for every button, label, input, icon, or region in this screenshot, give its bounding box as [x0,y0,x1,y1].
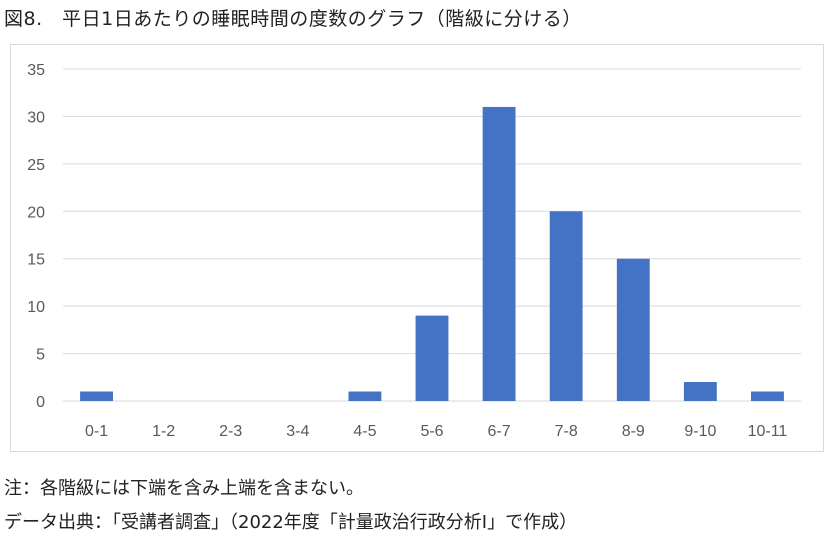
x-tick-label: 3-4 [286,423,309,440]
bar-4-5 [348,391,382,401]
y-tick-label: 35 [27,62,45,79]
bar-9-10 [683,382,717,401]
bars [80,106,784,401]
chart-frame: 0 5 10 15 20 25 30 35 0-1 1-2 2-3 3-4 4-5 5-6 6-7 7-8 8… [10,44,824,452]
y-tick-label: 0 [36,394,45,411]
x-axis: 0-1 1-2 2-3 3-4 4-5 5-6 6-7 7-8 8-9 9-10 10-11 [85,423,787,440]
x-tick-label: 9-10 [684,423,716,440]
x-tick-label: 7-8 [555,423,578,440]
x-tick-label: 4-5 [353,423,376,440]
bar-chart: 0 5 10 15 20 25 30 35 0-1 1-2 2-3 3-4 4-5 5-6 6-7 7-8 8… [27,62,801,440]
y-tick-label: 15 [27,252,45,269]
bar-8-9 [616,258,650,401]
y-tick-label: 5 [36,347,45,364]
x-tick-label: 2-3 [219,423,242,440]
y-tick-label: 10 [27,299,45,316]
y-tick-label: 25 [27,157,45,174]
bar-0-1 [80,391,113,401]
x-tick-label: 0-1 [85,423,108,440]
x-tick-label: 8-9 [622,423,645,440]
y-tick-label: 30 [27,109,45,126]
y-tick-label: 20 [27,204,45,221]
bar-10-11 [751,391,784,401]
bar-7-8 [549,211,583,401]
x-tick-label: 5-6 [420,423,443,440]
footnote-data-source: データ出典：「受講者調査」（2022年度「計量政治行政分析Ⅰ」で作成） [4,512,578,533]
x-tick-label: 6-7 [488,423,511,440]
footnote-class-rule: 注：各階級には下端を含み上端を含まない。 [4,478,364,499]
bar-6-7 [482,106,516,401]
y-axis: 0 5 10 15 20 25 30 35 [27,62,45,411]
gridlines [63,68,801,402]
figure-title: 図8. 平日1日あたりの睡眠時間の度数のグラフ（階級に分ける） [4,8,582,30]
x-tick-label: 1-2 [152,423,175,440]
bar-5-6 [415,315,449,401]
x-tick-label: 10-11 [748,423,788,440]
